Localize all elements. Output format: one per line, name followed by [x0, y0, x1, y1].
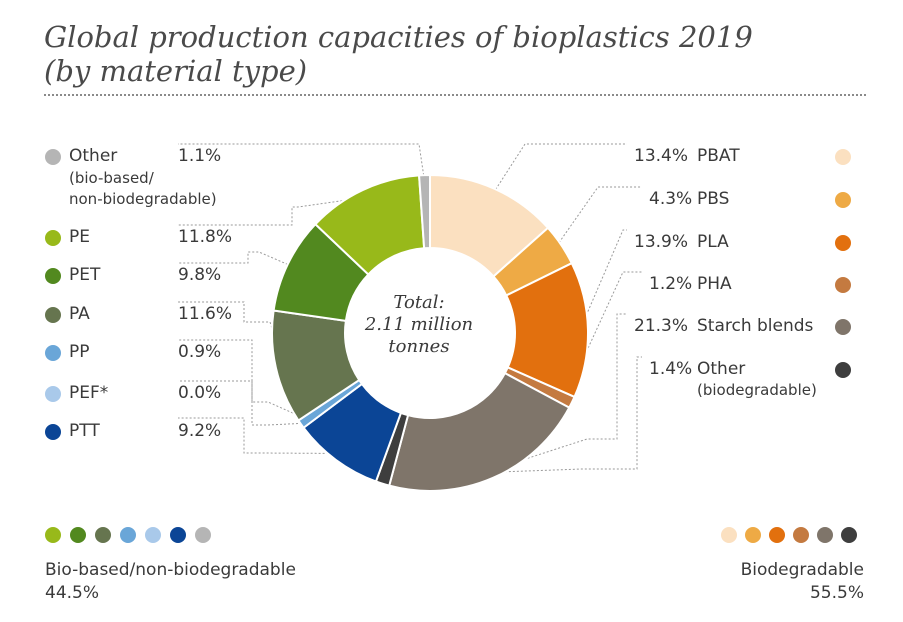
legend-label-pp: PP	[69, 342, 90, 362]
chart-title: Global production capacities of bioplast…	[44, 20, 753, 88]
leader-line-pet	[178, 251, 296, 269]
legend-dot-pla	[835, 235, 851, 251]
legend-label-other-biobased: Other	[69, 146, 118, 166]
group-dot-other-biobased	[195, 527, 211, 543]
group-dot-other-biodeg	[841, 527, 857, 543]
legend-pct-pbat: 13.4%	[634, 146, 689, 166]
legend-pct-pha: 1.2%	[649, 274, 693, 294]
leader-line-other-bio-based	[178, 143, 426, 184]
group-dot-starch	[817, 527, 833, 543]
legend-label-ptt: PTT	[69, 421, 100, 441]
group-label-biodegradable: Biodegradable	[740, 560, 864, 580]
chart-subtitle: (by material type)	[44, 54, 308, 88]
group-label-biobased: Bio-based/non-biodegradable	[45, 560, 296, 580]
legend-dot-pbat	[835, 149, 851, 165]
legend-pct-pef: 0.0%	[178, 383, 222, 403]
group-dot-pha	[793, 527, 809, 543]
legend-pct-pla: 13.9%	[634, 232, 689, 252]
slice-starch-blends	[388, 371, 571, 492]
group-dot-pp	[120, 527, 136, 543]
legend-dot-pef	[45, 386, 61, 402]
legend-dot-starch	[835, 319, 851, 335]
chart-title-main: Global production capacities of bioplast…	[44, 20, 753, 54]
group-dot-pbs	[745, 527, 761, 543]
leader-line-pha	[564, 271, 642, 400]
legend-dot-pp	[45, 345, 61, 361]
legend-sublabel-other-biobased-2: non-biodegradable)	[69, 190, 217, 208]
leader-line-ptt	[178, 417, 341, 454]
leader-line-starch-blends	[489, 313, 627, 472]
legend-pct-pbs: 4.3%	[649, 189, 693, 209]
legend-label-pbat: PBAT	[697, 146, 740, 166]
legend-pct-pa: 11.6%	[178, 304, 233, 324]
leader-line-pbs	[553, 186, 642, 250]
center-label-line-1: Total:	[393, 292, 445, 313]
legend-label-pbs: PBS	[697, 189, 730, 209]
leader-line-pe	[178, 196, 367, 226]
group-dot-pet	[70, 527, 86, 543]
legend-dot-pet	[45, 268, 61, 284]
legend-label-pe: PE	[69, 227, 90, 247]
group-total-biodegradable: 55.5%	[809, 583, 864, 603]
legend-pct-starch: 21.3%	[634, 316, 689, 336]
legend-label-starch: Starch blends	[697, 316, 814, 336]
legend-sublabel-other-biobased-1: (bio-based/	[69, 169, 154, 187]
group-total-biobased: 44.5%	[45, 583, 100, 603]
legend-label-pa: PA	[69, 304, 90, 324]
group-dot-pbat	[721, 527, 737, 543]
group-dot-pe	[45, 527, 61, 543]
legend-pct-pet: 9.8%	[178, 265, 222, 285]
legend-dot-other-biobased	[45, 149, 61, 165]
legend-dot-pe	[45, 230, 61, 246]
legend-dot-other-biodeg	[835, 362, 851, 378]
legend-pct-pp: 0.9%	[178, 342, 222, 362]
legend-label-pef: PEF*	[69, 383, 109, 403]
legend-pct-ptt: 9.2%	[178, 421, 222, 441]
leader-line-other-biodegradable	[384, 356, 642, 477]
legend-label-pet: PET	[69, 265, 101, 285]
title-divider	[44, 94, 866, 96]
legend-pct-other-biodeg: 1.4%	[649, 359, 693, 379]
group-dot-ptt	[170, 527, 186, 543]
leader-line-pef	[178, 380, 310, 426]
center-label-line-3: tonnes	[388, 336, 450, 357]
leader-line-pla	[579, 229, 627, 331]
leader-line-pp	[178, 339, 308, 420]
legend-label-pla: PLA	[697, 232, 729, 252]
leader-line-pa	[178, 301, 285, 367]
legend-dot-pa	[45, 307, 61, 323]
legend-label-other-biodeg: Other	[697, 359, 746, 379]
legend-pct-other-biobased: 1.1%	[178, 146, 222, 166]
legend-label-pha: PHA	[697, 274, 732, 294]
legend-sublabel-other-biodeg: (biodegradable)	[697, 381, 817, 399]
slice-other-bio-based	[418, 173, 431, 250]
donut-center-label: Total: 2.11 million tonnes	[349, 292, 489, 358]
group-dot-pef	[145, 527, 161, 543]
legend-dot-pha	[835, 277, 851, 293]
center-label-line-2: 2.11 million	[364, 314, 474, 335]
legend-dot-ptt	[45, 424, 61, 440]
group-dot-pla	[769, 527, 785, 543]
group-dot-pa	[95, 527, 111, 543]
legend-pct-pe: 11.8%	[178, 227, 233, 247]
leader-line-pbat	[490, 143, 627, 197]
legend-dot-pbs	[835, 192, 851, 208]
